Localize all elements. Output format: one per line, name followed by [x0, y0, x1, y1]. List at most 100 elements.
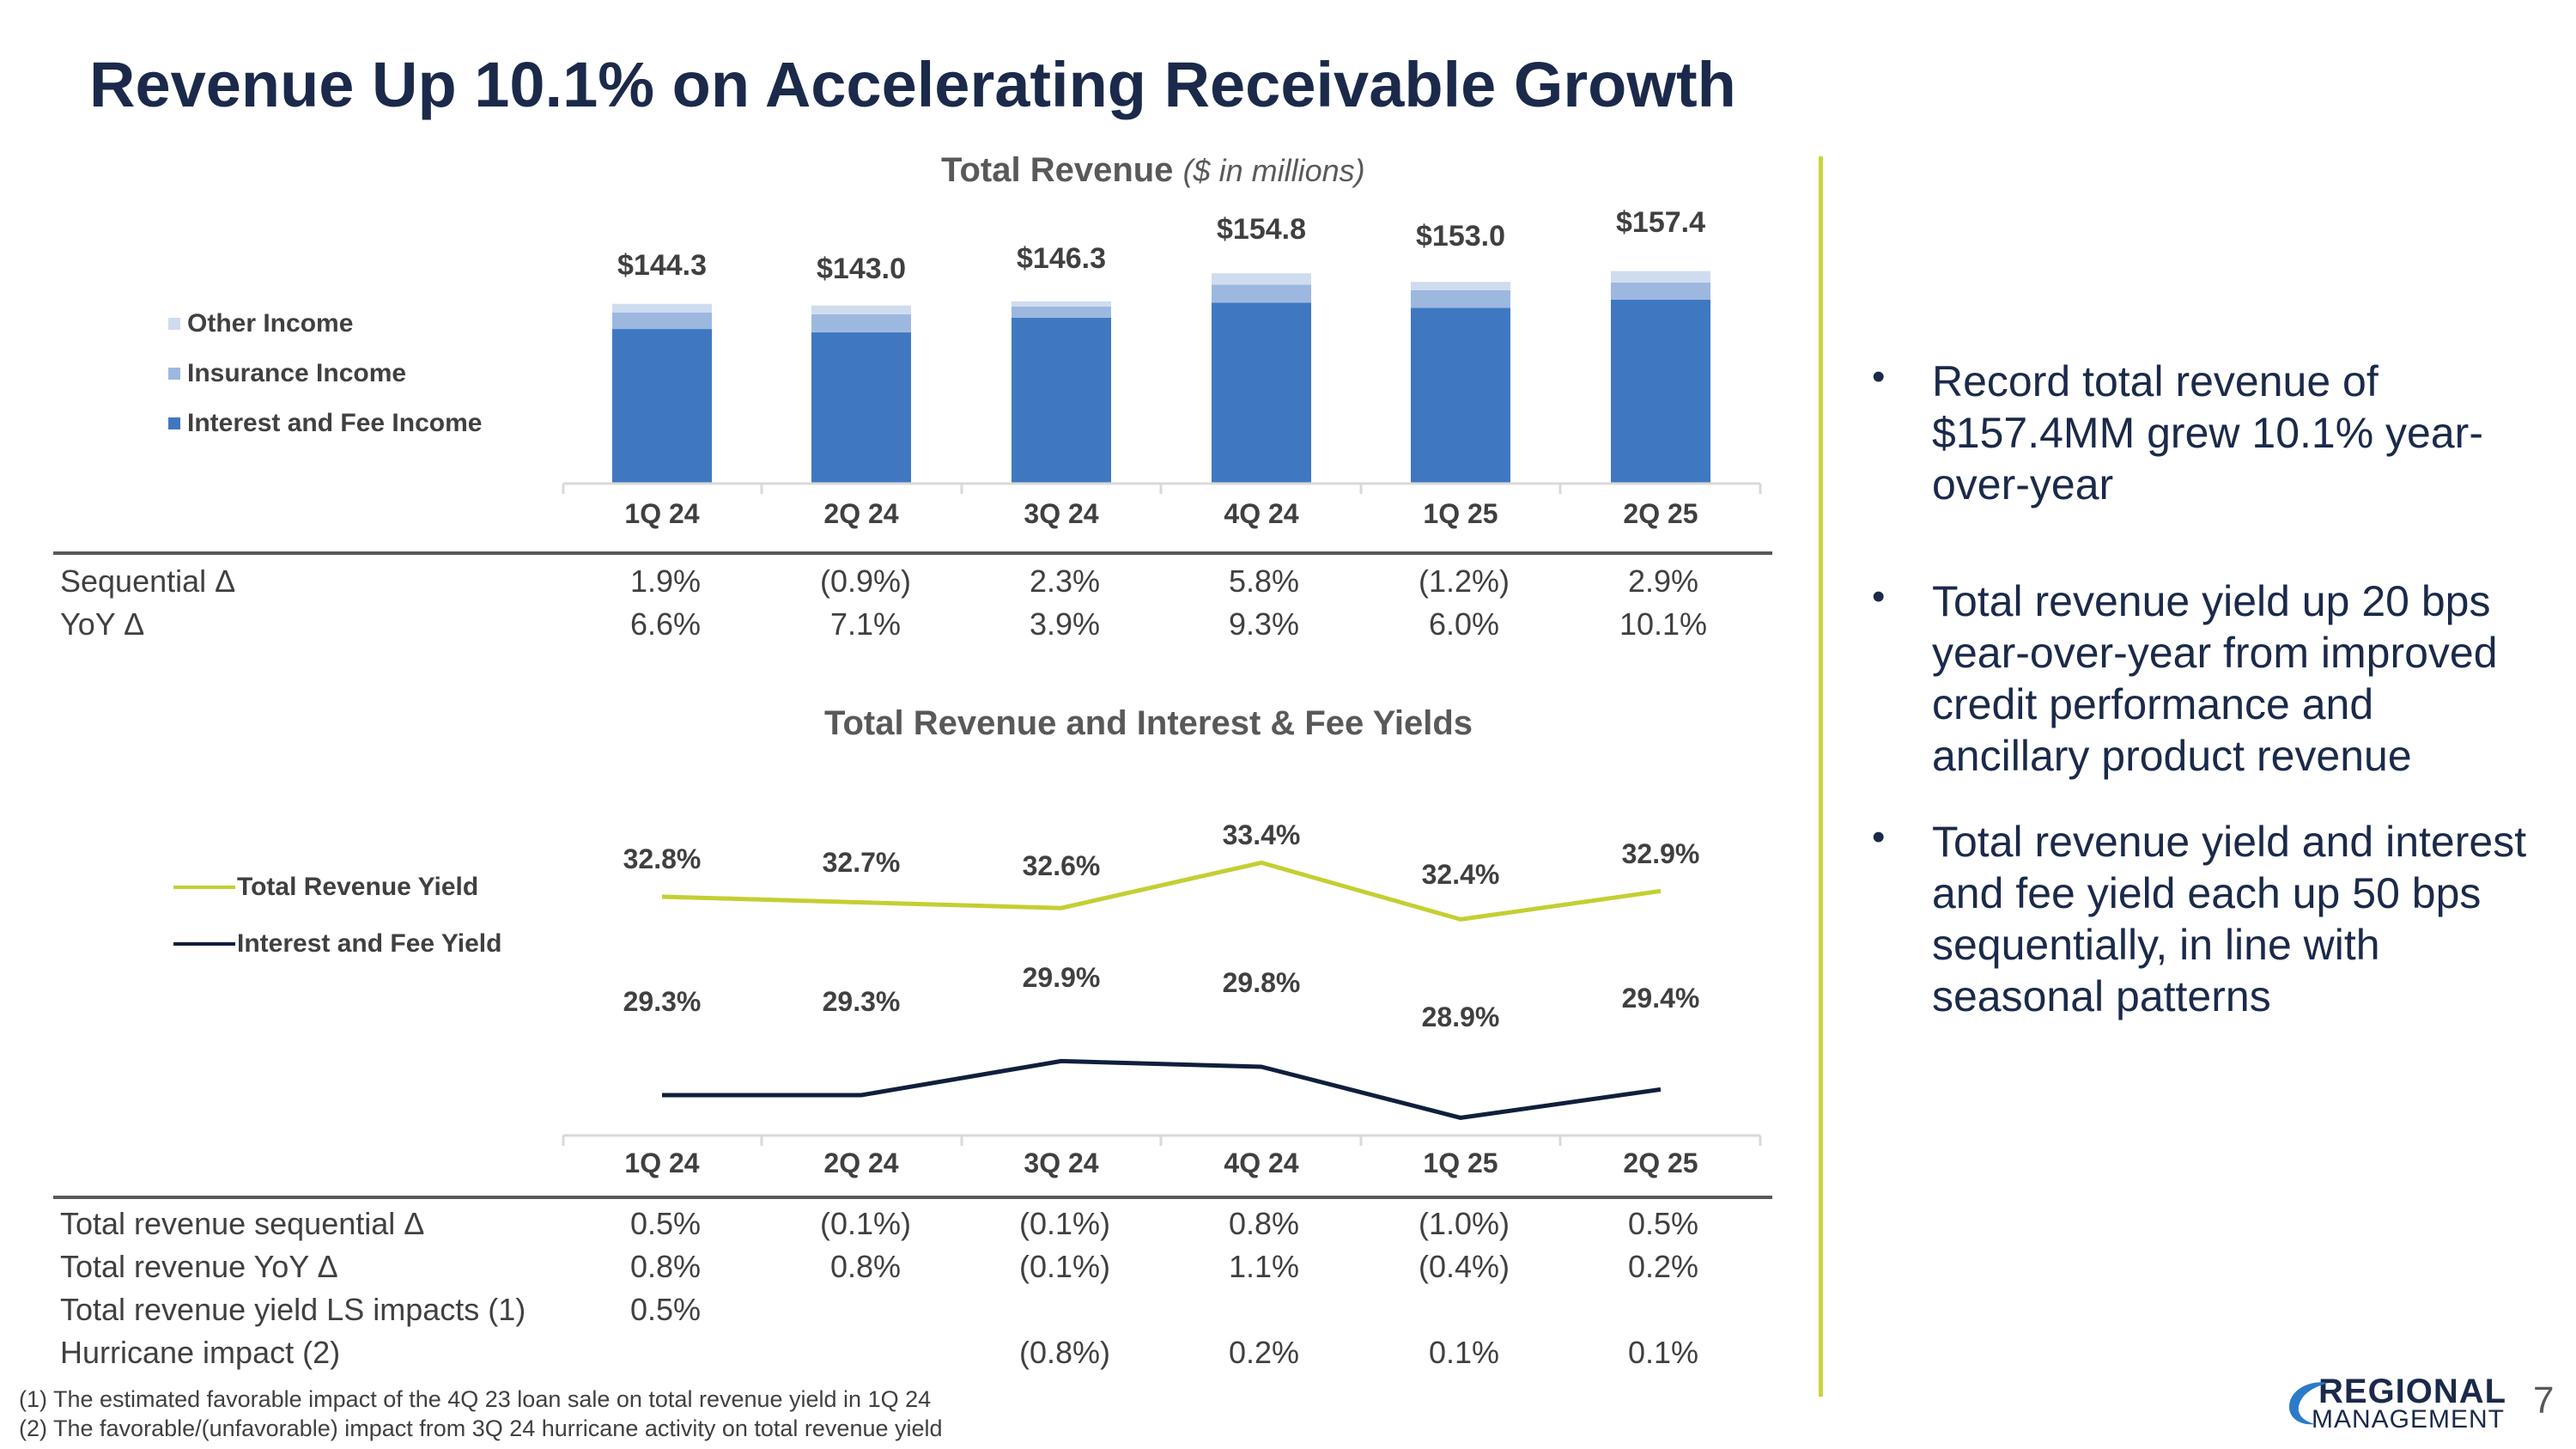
interest-yield-label: 29.4%	[1621, 983, 1700, 1014]
bar-total: $153.0	[1416, 220, 1505, 253]
legend-insurance-income-swatch	[168, 368, 180, 380]
total-yield-label: 32.9%	[1621, 838, 1700, 869]
table1-cell: 2.9%	[1627, 563, 1699, 599]
table1-cell: 5.8%	[1228, 563, 1300, 599]
bar-total: $144.3	[617, 249, 707, 282]
total-yield-label: 32.6%	[1022, 850, 1101, 881]
page-number: 7	[2533, 1379, 2555, 1422]
table1-cell: 6.6%	[629, 606, 702, 642]
bar-total: $143.0	[817, 253, 906, 285]
footnote-2: (2) The favorable/(unfavorable) impact f…	[19, 1416, 943, 1441]
table2-row-label: Hurricane impact (2)	[60, 1335, 341, 1370]
table1-cell: 7.1%	[829, 606, 902, 642]
table2-cell: 0.5%	[1627, 1206, 1699, 1241]
legend-other-income-swatch	[168, 318, 180, 330]
x-tick-label: 1Q 24	[624, 498, 700, 529]
table2-cell: (0.1%)	[819, 1206, 912, 1241]
table1-cell: (0.9%)	[819, 563, 912, 599]
total-yield-label: 32.4%	[1421, 859, 1500, 890]
legend-interest-fee-income-label: Interest and Fee Income	[187, 409, 483, 437]
bar-segment-interest-fee	[1411, 307, 1510, 484]
interest-yield-label: 29.3%	[822, 986, 901, 1017]
table2-top-rule	[53, 1196, 1772, 1199]
bullet-item: • Total revenue yield and interest and f…	[1872, 816, 2550, 1022]
table2-cell: 1.1%	[1228, 1249, 1300, 1284]
bullet-dot-icon: •	[1872, 575, 1886, 618]
x-tick-label: 2Q 25	[1623, 498, 1698, 529]
table2-cell: 0.8%	[829, 1249, 902, 1284]
bar-total: $154.8	[1217, 213, 1306, 246]
bullet-text: Record total revenue of $157.4MM grew 10…	[1932, 357, 2483, 508]
bar-segment-other	[1212, 273, 1311, 285]
table1-cell: 10.1%	[1619, 606, 1708, 642]
bar-segment-insurance	[612, 312, 712, 330]
bullet-text: Total revenue yield up 20 bps year-over-…	[1932, 577, 2498, 780]
bar-segment-other	[1012, 301, 1111, 307]
table2-cell: 0.5%	[629, 1292, 702, 1327]
bar-segment-other	[1611, 271, 1710, 283]
x-tick-label: 1Q 25	[1423, 498, 1498, 529]
bar-segment-interest-fee	[612, 329, 712, 484]
x-tick-label: 4Q 24	[1224, 498, 1299, 529]
legend-total-revenue-yield-label: Total Revenue Yield	[237, 873, 479, 901]
bar-segment-interest-fee	[811, 332, 911, 484]
bar-total: $146.3	[1017, 242, 1106, 275]
interest-yield-label: 29.9%	[1022, 962, 1101, 993]
legend-other-income-label: Other Income	[187, 309, 354, 338]
bar-segment-insurance	[1611, 282, 1710, 300]
table2-cell: 0.5%	[629, 1206, 702, 1241]
vertical-divider	[1819, 156, 1823, 1397]
table2-cell: (1.0%)	[1418, 1206, 1510, 1241]
table2-cell: (0.4%)	[1418, 1249, 1510, 1284]
interest-yield-label: 29.8%	[1222, 967, 1301, 998]
bar-segment-insurance	[1411, 289, 1510, 308]
x-tick-label: 3Q 24	[1024, 1148, 1099, 1178]
table1-row-label: YoY Δ	[60, 606, 145, 642]
interest-yield-label: 28.9%	[1421, 1002, 1500, 1032]
bullet-text: Total revenue yield and interest and fee…	[1932, 818, 2527, 1020]
bar-segment-other	[612, 303, 712, 313]
legend-interest-fee-yield-swatch	[173, 942, 235, 946]
table2-cell: (0.1%)	[1018, 1249, 1111, 1284]
footnote-1: (1) The estimated favorable impact of th…	[19, 1386, 932, 1412]
x-tick-label: 4Q 24	[1224, 1148, 1299, 1178]
total-yield-label: 33.4%	[1222, 819, 1301, 850]
total-yield-label: 32.7%	[822, 847, 901, 878]
logo-text-regional: REGIONAL	[2318, 1373, 2507, 1410]
logo-text-management: MANAGEMENT	[2312, 1405, 2506, 1434]
table2-row-label: Total revenue sequential Δ	[60, 1206, 425, 1241]
interest-fee-yield-line	[662, 1058, 1662, 1120]
x-tick-label: 2Q 25	[1623, 1148, 1698, 1178]
legend-interest-fee-yield-label: Interest and Fee Yield	[237, 929, 502, 958]
logo-swoosh-icon	[2289, 1382, 2329, 1425]
table1-cell: 6.0%	[1428, 606, 1500, 642]
table2-cell: 0.8%	[1228, 1206, 1300, 1241]
bar-segment-insurance	[1212, 284, 1311, 303]
table1-cell: (1.2%)	[1418, 563, 1510, 599]
table2-cell: 0.1%	[1428, 1335, 1500, 1370]
x-tick-label: 1Q 25	[1423, 1148, 1498, 1178]
legend-other-income: Other Income	[168, 309, 353, 338]
total-revenue-yield-line	[661, 860, 1662, 922]
revenue-chart-title: Total Revenue	[941, 151, 1174, 189]
table2-row-label: Total revenue YoY Δ	[60, 1249, 338, 1284]
bar-segment-interest-fee	[1611, 299, 1710, 484]
table2-cell: 0.2%	[1627, 1249, 1699, 1284]
legend-interest-fee-income-swatch	[168, 417, 180, 429]
revenue-chart-subtitle: ($ in millions)	[1182, 153, 1365, 188]
bar-segment-other	[811, 305, 911, 314]
table2-row-label: Total revenue yield LS impacts (1)	[60, 1292, 526, 1327]
legend-interest-fee-yield: Interest and Fee Yield	[173, 929, 501, 959]
x-tick-label: 2Q 24	[823, 1148, 899, 1178]
table1-cell: 3.9%	[1029, 606, 1101, 642]
interest-yield-label: 29.3%	[623, 986, 702, 1017]
table1-cell: 9.3%	[1228, 606, 1300, 642]
page-title: Revenue Up 10.1% on Accelerating Receiva…	[89, 49, 1736, 120]
yield-chart-title: Total Revenue and Interest & Fee Yields	[824, 704, 1473, 742]
table2-cell: 0.8%	[629, 1249, 702, 1284]
table1-cell: 2.3%	[1029, 563, 1101, 599]
bullet-item: • Total revenue yield up 20 bps year-ove…	[1872, 575, 2533, 782]
legend-insurance-income: Insurance Income	[168, 359, 406, 388]
legend-insurance-income-label: Insurance Income	[187, 359, 407, 387]
